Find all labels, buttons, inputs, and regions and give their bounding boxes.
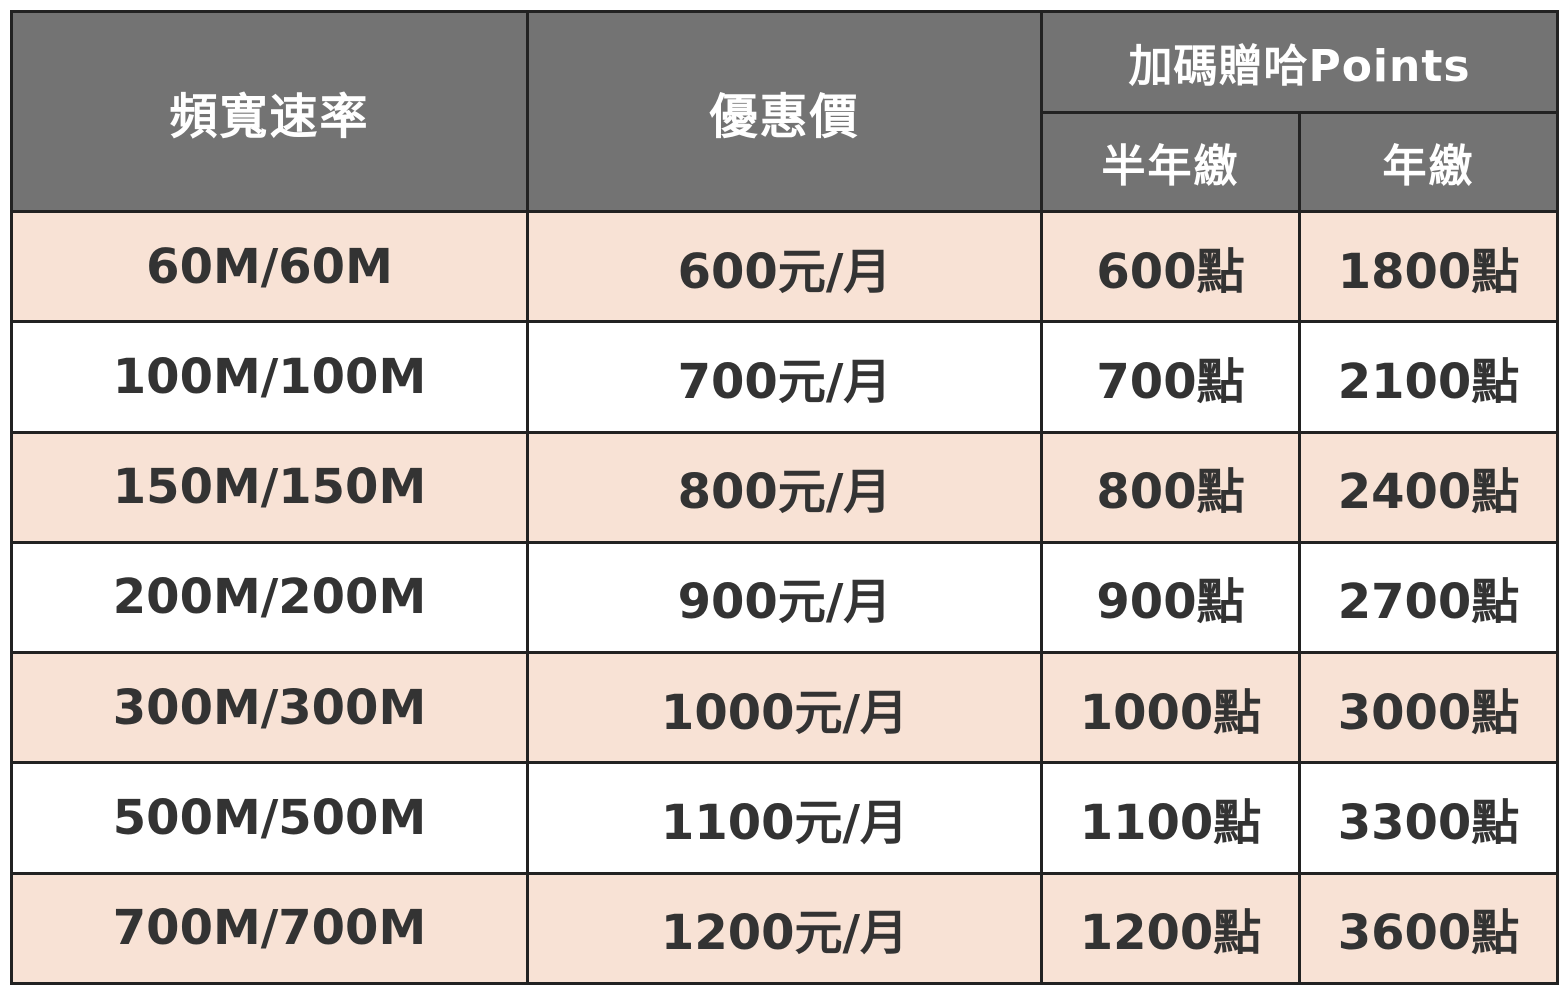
cell-price: 1100元/月 xyxy=(526,761,1043,875)
cell-full-year-points: 1800點 xyxy=(1297,209,1560,324)
cell-full-year-points: 3300點 xyxy=(1297,761,1560,875)
cell-price: 600元/月 xyxy=(526,209,1043,324)
cell-bandwidth: 60M/60M xyxy=(10,209,529,324)
table-row: 100M/100M 700元/月 700點 2100點 xyxy=(10,320,1560,434)
cell-full-year-points: 2100點 xyxy=(1297,320,1560,434)
table-row: 150M/150M 800元/月 800點 2400點 xyxy=(10,430,1560,544)
cell-full-year-points: 2700點 xyxy=(1297,540,1560,655)
table-row: 500M/500M 1100元/月 1100點 3300點 xyxy=(10,761,1560,875)
header-bandwidth: 頻寬速率 xyxy=(10,10,529,213)
header-row-top: 頻寬速率 優惠價 加碼贈哈Points xyxy=(10,10,1560,213)
cell-half-year-points: 800點 xyxy=(1040,430,1301,544)
cell-price: 1200元/月 xyxy=(526,871,1043,986)
cell-half-year-points: 1200點 xyxy=(1040,871,1301,986)
cell-full-year-points: 2400點 xyxy=(1297,430,1560,544)
cell-bandwidth: 300M/300M xyxy=(10,651,529,765)
header-full-year: 年繳 xyxy=(1297,111,1560,213)
cell-price: 700元/月 xyxy=(526,320,1043,434)
cell-half-year-points: 1100點 xyxy=(1040,761,1301,875)
table-row: 300M/300M 1000元/月 1000點 3000點 xyxy=(10,651,1560,765)
cell-price: 900元/月 xyxy=(526,540,1043,655)
cell-half-year-points: 600點 xyxy=(1040,209,1301,324)
cell-price: 800元/月 xyxy=(526,430,1043,544)
cell-price: 1000元/月 xyxy=(526,651,1043,765)
cell-half-year-points: 700點 xyxy=(1040,320,1301,434)
table-body: 60M/60M 600元/月 600點 1800點 100M/100M 700元… xyxy=(10,209,1560,986)
table-row: 200M/200M 900元/月 900點 2700點 xyxy=(10,540,1560,655)
header-row-sub: 半年繳 年繳 xyxy=(12,111,1560,213)
cell-bandwidth: 150M/150M xyxy=(10,430,529,544)
header-price: 優惠價 xyxy=(526,10,1043,213)
cell-half-year-points: 900點 xyxy=(1040,540,1301,655)
cell-bandwidth: 100M/100M xyxy=(10,320,529,434)
table-row: 700M/700M 1200元/月 1200點 3600點 xyxy=(10,871,1560,986)
table-row: 60M/60M 600元/月 600點 1800點 xyxy=(10,209,1560,324)
header-half-year: 半年繳 xyxy=(1040,111,1301,213)
pricing-table: 頻寬速率 優惠價 加碼贈哈Points 半年繳 年繳 60M/60M 600元/… xyxy=(10,10,1560,986)
cell-full-year-points: 3600點 xyxy=(1297,871,1560,986)
cell-bandwidth: 700M/700M xyxy=(10,871,529,986)
cell-half-year-points: 1000點 xyxy=(1040,651,1301,765)
cell-bandwidth: 200M/200M xyxy=(10,540,529,655)
cell-bandwidth: 500M/500M xyxy=(10,761,529,875)
header-bonus-points: 加碼贈哈Points xyxy=(1039,10,1560,114)
table-header: 頻寬速率 優惠價 加碼贈哈Points 半年繳 年繳 xyxy=(10,10,1560,213)
cell-full-year-points: 3000點 xyxy=(1297,651,1560,765)
